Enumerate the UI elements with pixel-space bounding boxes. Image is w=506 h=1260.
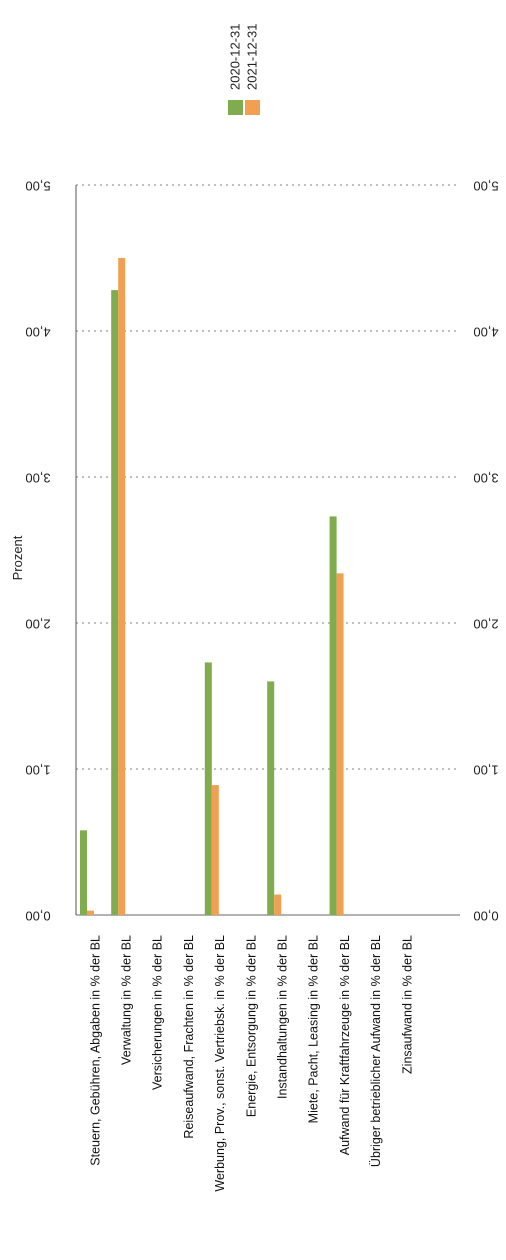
legend-swatch-2021 [245, 100, 260, 115]
category-label: Energie, Entsorgung in % der BL [244, 935, 258, 1117]
tick-label-right: 4,00 [473, 325, 498, 340]
value-tick-labels: 0,00 0,00 1,00 1,00 2,00 2,00 3,00 3,00 4,00 4,00… [25, 179, 498, 924]
bar-series [80, 258, 344, 915]
bar-2021 [118, 258, 126, 915]
category-label: Versicherungen in % der BL [151, 935, 165, 1090]
y-axis-title-group: Prozent [10, 535, 25, 580]
category-label: Werbung, Prov., sonst. Vertriebsk. in % … [213, 935, 227, 1192]
legend-swatch-2020 [228, 100, 243, 115]
y-axis-title: Prozent [10, 535, 25, 580]
bar-2020 [111, 290, 119, 915]
grid-lines [75, 184, 460, 916]
chart-legend: 2020-12-31 2021-12-31 [227, 24, 260, 115]
category-label: Reiseaufwand, Frachten in % der BL [182, 935, 196, 1139]
category-label: Verwaltung in % der BL [119, 935, 133, 1065]
category-label: Instandhaltungen in % der BL [275, 935, 289, 1099]
tick-label-right: 5,00 [473, 179, 498, 194]
bar-2020 [267, 681, 275, 915]
tick-label-right: 1,00 [473, 763, 498, 778]
tick-label-left: 2,00 [25, 617, 50, 632]
bar-2021 [274, 894, 282, 915]
category-label: Steuern, Gebühren, Abgaben in % der BL [88, 935, 102, 1166]
bar-2020 [204, 662, 212, 915]
legend-label-2021: 2021-12-31 [244, 24, 259, 91]
bar-2020 [80, 830, 87, 915]
category-label: Aufwand für Kraftfahrzeuge in % der BL [338, 935, 352, 1155]
bar-2021 [336, 573, 344, 915]
bar-2021 [211, 785, 219, 915]
tick-label-right: 3,00 [473, 471, 498, 486]
tick-label-right: 2,00 [473, 617, 498, 632]
tick-label-right: 0,00 [473, 909, 498, 924]
tick-label-left: 5,00 [25, 179, 50, 194]
bar-2021 [87, 910, 94, 915]
category-label: Miete, Pacht, Leasing in % der BL [307, 935, 321, 1123]
tick-label-left: 3,00 [25, 471, 50, 486]
category-labels: Steuern, Gebühren, Abgaben in % der BL Ve… [88, 935, 414, 1192]
legend-label-2020: 2020-12-31 [227, 24, 242, 91]
category-label: Übriger betrieblicher Aufwand in % der B… [369, 935, 383, 1167]
category-label: Zinsaufwand in % der BL [400, 935, 414, 1074]
tick-label-left: 4,00 [25, 325, 50, 340]
bar-2020 [329, 516, 337, 915]
tick-label-left: 1,00 [25, 763, 50, 778]
tick-label-left: 0,00 [25, 909, 50, 924]
